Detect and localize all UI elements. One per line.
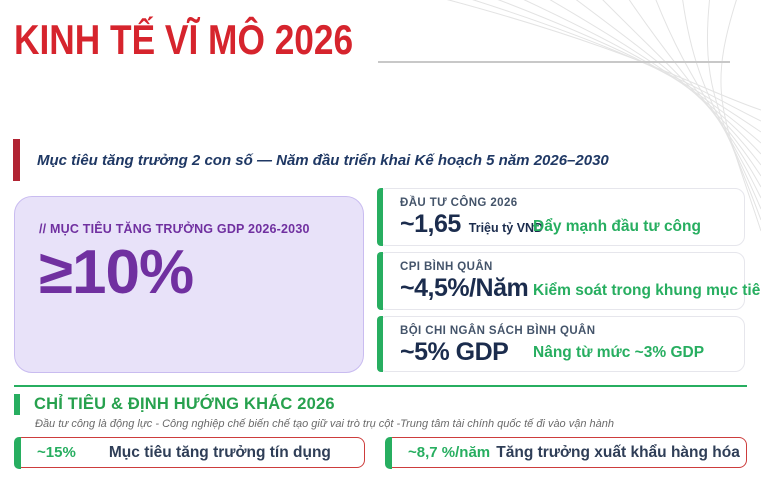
card-value: ~4,5%/Năm: [400, 274, 529, 302]
card-label: CPI BÌNH QUÂN: [400, 261, 493, 273]
card-note: Kiểm soát trong khung mục tiêu: [533, 282, 761, 299]
gdp-target-value: ≥10%: [39, 238, 194, 307]
card-value-row: ~5% GDP: [400, 338, 736, 367]
card-label: ĐẦU TƯ CÔNG 2026: [400, 197, 518, 209]
kpi-value: ~15%: [37, 444, 76, 461]
card-value-row: ~4,5%/Năm: [400, 274, 736, 303]
card-accent-bar: [377, 316, 383, 372]
card-value-row: ~1,65 Triệu tỷ VND: [400, 210, 736, 239]
page-title: KINH TẾ VĨ MÔ 2026: [14, 16, 354, 63]
other-section-subheading: Đầu tư công là động lực - Công nghiệp ch…: [35, 418, 614, 430]
title-underline: [378, 61, 730, 63]
kpi-accent-bar: [13, 436, 21, 469]
card-label: BỘI CHI NGÂN SÁCH BÌNH QUÂN: [400, 325, 596, 337]
kpi-export-growth: ~8,7 %/năm Tăng trưởng xuất khẩu hàng hó…: [384, 436, 747, 469]
card-cpi: CPI BÌNH QUÂN ~4,5%/Năm Kiểm soát trong …: [377, 252, 761, 310]
other-section-header: CHỈ TIÊU & ĐỊNH HƯỚNG KHÁC 2026: [14, 394, 335, 415]
kpi-label: Mục tiêu tăng trưởng tín dụng: [108, 443, 331, 461]
slide-subtitle: Mục tiêu tăng trưởng 2 con số — Năm đầu …: [37, 151, 609, 169]
card-budget-deficit: BỘI CHI NGÂN SÁCH BÌNH QUÂN ~5% GDP Nâng…: [377, 316, 745, 372]
card-public-investment: ĐẦU TƯ CÔNG 2026 ~1,65 Triệu tỷ VND Đẩy …: [377, 188, 745, 246]
card-value: ~5% GDP: [400, 338, 509, 366]
card-accent-bar: [377, 252, 383, 310]
card-value: ~1,65: [400, 210, 461, 238]
kpi-credit-growth: ~15% Mục tiêu tăng trưởng tín dụng: [13, 436, 365, 469]
section-accent-bar: [14, 394, 20, 415]
card-accent-bar: [377, 188, 383, 246]
kpi-label: Tăng trưởng xuất khẩu hàng hóa: [496, 443, 740, 461]
card-note: Đẩy mạnh đầu tư công: [533, 218, 701, 235]
subtitle-row: Mục tiêu tăng trưởng 2 con số — Năm đầu …: [13, 139, 609, 181]
section-divider: [14, 385, 747, 387]
gdp-target-box: // MỤC TIÊU TĂNG TRƯỞNG GDP 2026-2030 ≥1…: [14, 196, 364, 373]
kpi-row: ~15% Mục tiêu tăng trưởng tín dụng ~8,7 …: [13, 436, 747, 469]
decorative-swirl: [446, 0, 761, 232]
indicator-cards: ĐẦU TƯ CÔNG 2026 ~1,65 Triệu tỷ VND Đẩy …: [377, 188, 761, 372]
gdp-target-label: // MỤC TIÊU TĂNG TRƯỞNG GDP 2026-2030: [39, 222, 310, 236]
card-note: Nâng từ mức ~3% GDP: [533, 344, 705, 361]
subtitle-accent-bar: [13, 139, 20, 181]
other-section-heading: CHỈ TIÊU & ĐỊNH HƯỚNG KHÁC 2026: [34, 395, 335, 413]
card-unit: Triệu tỷ VND: [468, 221, 544, 235]
kpi-value: ~8,7 %/năm: [408, 444, 491, 461]
kpi-accent-bar: [384, 436, 392, 469]
